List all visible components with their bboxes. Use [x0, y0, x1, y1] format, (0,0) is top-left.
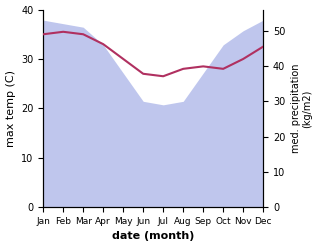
- Y-axis label: med. precipitation
(kg/m2): med. precipitation (kg/m2): [291, 64, 313, 153]
- Y-axis label: max temp (C): max temp (C): [5, 70, 16, 147]
- X-axis label: date (month): date (month): [112, 231, 194, 242]
